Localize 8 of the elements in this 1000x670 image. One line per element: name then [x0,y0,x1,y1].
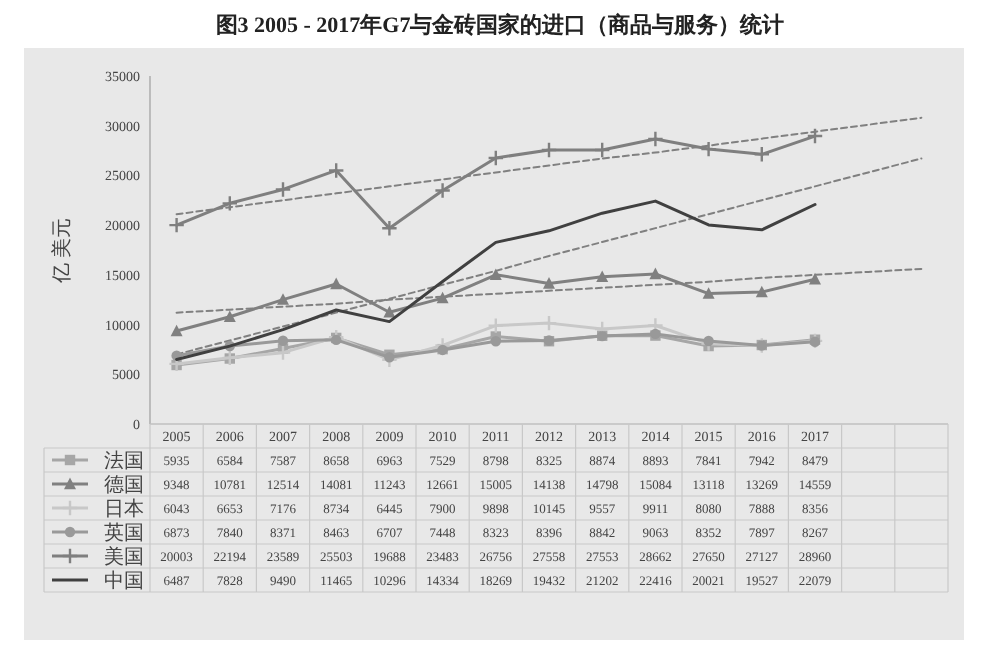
legend-label: 德国 [104,475,144,497]
legend-label: 美国 [104,545,144,569]
legend-label: 英国 [104,521,144,545]
chart-title: 图3 2005 - 2017年G7与金砖国家的进口（商品与服务）统计 [215,12,785,38]
legend-label: 中国 [104,569,144,593]
y-axis-title: 亿 美元 [50,217,74,285]
legend-label: 法国 [104,449,144,473]
legend-label: 日本 [104,497,144,521]
